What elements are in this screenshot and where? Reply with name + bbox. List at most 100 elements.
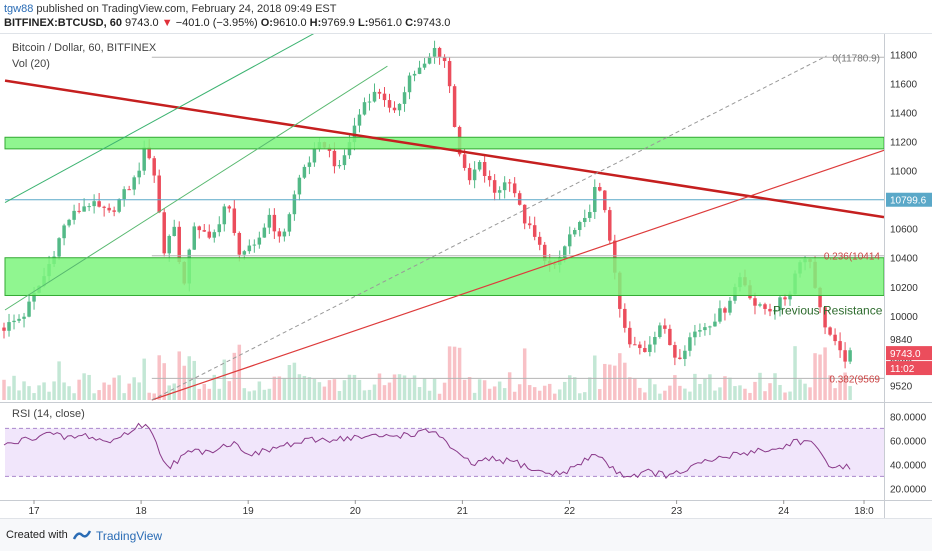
candle-body	[447, 61, 452, 87]
tradingview-logo-icon[interactable]	[72, 527, 92, 543]
volume-bar	[603, 363, 607, 400]
volume-bar	[502, 388, 507, 400]
rsi-pane[interactable]	[3, 408, 884, 498]
candle-body	[277, 231, 282, 237]
candle-body	[92, 201, 96, 207]
author-link[interactable]: tgw88	[4, 3, 34, 15]
volume-bar	[462, 379, 467, 400]
candle-body	[608, 210, 612, 241]
volume-bar	[788, 391, 792, 400]
candle-body	[623, 308, 627, 328]
volume-bar	[102, 382, 106, 400]
candle-body	[127, 189, 131, 191]
time-tick-label: 21	[457, 506, 469, 517]
candle-body	[482, 162, 487, 176]
candle-body	[778, 297, 782, 310]
candle-body	[537, 236, 542, 245]
volume-bar	[52, 381, 56, 400]
volume-bar	[482, 380, 487, 400]
candle-body	[532, 225, 537, 237]
low-label: L:	[358, 17, 369, 29]
price-tick-label: 11800	[890, 51, 918, 62]
candle-body	[27, 301, 31, 317]
candle-body	[212, 232, 217, 238]
volume-bar	[327, 380, 332, 400]
symbol-label: BITFINEX:BTCUSD, 60	[4, 17, 122, 29]
price-pane[interactable]	[5, 40, 884, 400]
volume-bar	[427, 390, 432, 400]
candle-body	[397, 103, 402, 111]
volume-bar	[467, 377, 472, 400]
candle-body	[242, 251, 247, 255]
volume-bars	[2, 344, 852, 400]
price-pane-bg	[5, 40, 884, 400]
volume-bar	[828, 375, 832, 400]
volume-bar	[47, 391, 51, 400]
volume-bar	[317, 382, 322, 400]
chart-canvas[interactable]: 0(11780.9) 0.236(10414 0.382(9569 Previous …	[0, 34, 932, 518]
volume-bar	[37, 385, 41, 400]
volume-bar	[693, 373, 697, 400]
volume-bar	[758, 372, 762, 400]
candle-body	[542, 244, 547, 261]
time-tick-label: 17	[28, 506, 40, 517]
volume-bar	[97, 390, 101, 400]
volume-bar	[713, 390, 717, 400]
volume-bar	[127, 383, 131, 400]
volume-bar	[32, 393, 36, 400]
candle-body	[567, 234, 572, 247]
candle-body	[713, 321, 717, 327]
volume-bar	[67, 386, 71, 400]
volume-bar	[77, 379, 81, 400]
volume-bar	[62, 382, 66, 400]
volume-bar	[447, 346, 452, 400]
volume-bar	[618, 353, 622, 400]
rsi-label: RSI (14, close)	[12, 408, 85, 420]
candle-body	[32, 292, 36, 302]
candle-body	[417, 67, 422, 74]
volume-bar	[583, 392, 587, 400]
candle-body	[643, 348, 647, 352]
candle-body	[462, 154, 467, 168]
volume-bar	[803, 383, 807, 400]
volume-bar	[753, 381, 757, 400]
rsi-tick-label: 60.0000	[890, 436, 927, 447]
volume-bar	[442, 382, 447, 400]
volume-bar	[7, 386, 11, 400]
candle-body	[583, 217, 587, 223]
volume-bar	[723, 376, 727, 400]
volume-bar	[387, 382, 392, 400]
candle-body	[57, 238, 61, 257]
candle-body	[312, 149, 317, 163]
candle-body	[723, 308, 727, 313]
volume-bar	[207, 388, 212, 400]
fib-level-label: 0(11780.9)	[832, 53, 880, 64]
volume-label: Vol (20)	[12, 58, 50, 70]
volume-bar	[287, 365, 292, 400]
rsi-tick-label: 80.0000	[890, 412, 927, 423]
volume-bar	[808, 387, 812, 400]
channel-lower-line	[4, 65, 388, 311]
candle-body	[432, 47, 437, 57]
candle-body	[578, 222, 582, 231]
volume-bar	[92, 393, 96, 400]
volume-bar	[648, 378, 652, 400]
candle-body	[588, 211, 592, 218]
volume-bar	[117, 375, 121, 400]
volume-bar	[277, 376, 282, 400]
volume-bar	[132, 377, 136, 400]
price-tag-bg	[886, 346, 932, 361]
volume-bar	[292, 362, 297, 400]
candle-body	[683, 350, 687, 359]
price-tick-label: 10400	[890, 254, 918, 265]
candle-body	[407, 75, 412, 93]
support-band	[4, 257, 885, 296]
candle-body	[272, 214, 277, 232]
candle-body	[613, 240, 617, 273]
candle-body	[297, 177, 302, 195]
candle-body	[72, 210, 76, 220]
tradingview-brand-link[interactable]: TradingView	[96, 529, 163, 543]
volume-bar	[557, 389, 562, 400]
volume-bar	[748, 392, 752, 400]
candle-body	[788, 293, 792, 300]
